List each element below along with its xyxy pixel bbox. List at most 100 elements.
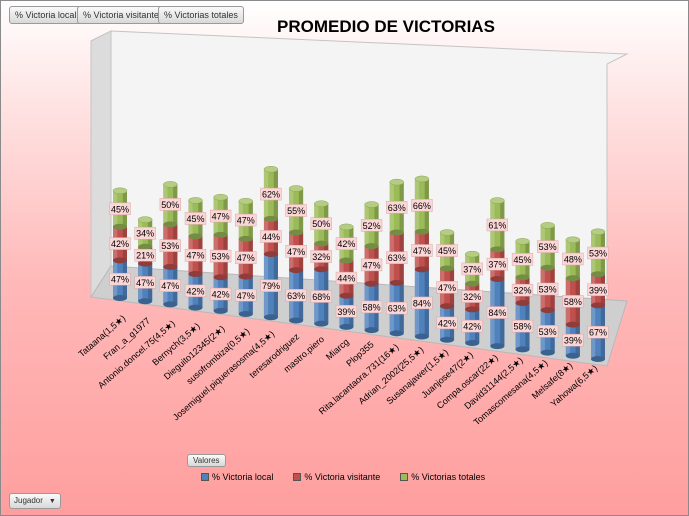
data-label: 47%	[363, 260, 381, 270]
data-label-box	[335, 271, 358, 285]
data-label: 58%	[514, 322, 532, 332]
data-label-box	[411, 296, 433, 310]
data-label-box	[562, 252, 584, 266]
bar-segment-bottom	[188, 304, 203, 311]
data-label: 32%	[463, 292, 481, 302]
data-label: 47%	[161, 281, 179, 291]
data-label: 53%	[539, 242, 557, 252]
category-tick-label: Tataana(1,5★)	[77, 313, 128, 359]
legend-item-local: % Victoria local	[201, 472, 273, 482]
data-label-box	[461, 290, 483, 303]
bar-segment-bottom	[591, 302, 605, 309]
bar-segment-bottom	[364, 243, 379, 250]
data-label: 47%	[287, 247, 305, 257]
data-label-box	[486, 306, 509, 319]
legend-swatch-visitante	[293, 473, 302, 481]
data-label: 34%	[136, 229, 154, 239]
bar-segment-bottom	[113, 223, 127, 230]
data-label-box	[511, 283, 534, 297]
legend-item-totales: % Victorias totales	[400, 472, 485, 482]
data-label-box	[134, 226, 156, 240]
bar-top-cap	[464, 250, 480, 258]
data-label-box	[109, 237, 131, 250]
bar-segment-bottom	[238, 311, 253, 318]
data-label-box	[461, 319, 483, 333]
data-label-box	[587, 283, 609, 297]
data-label: 42%	[186, 286, 204, 296]
data-label-box	[260, 187, 282, 201]
data-label: 45%	[438, 246, 456, 256]
axis-field-button-jugador[interactable]: Jugador ▼	[9, 493, 61, 509]
data-label-box	[285, 204, 307, 217]
bar-top-cap	[263, 166, 279, 173]
bar-segment-bottom	[289, 317, 304, 324]
bar-top-cap	[314, 200, 329, 207]
bar-segment-bottom	[188, 271, 203, 278]
data-label: 42%	[111, 239, 129, 249]
data-label-box	[562, 333, 584, 347]
legend-swatch-local	[201, 473, 209, 481]
data-label-box	[310, 217, 332, 230]
data-label: 44%	[262, 232, 280, 242]
data-label-box	[235, 289, 257, 302]
data-label: 50%	[312, 219, 330, 229]
data-label-box	[109, 272, 131, 286]
dropdown-arrow-icon: ▼	[48, 498, 56, 505]
data-label: 42%	[212, 290, 230, 300]
bar-segment-bottom	[490, 246, 505, 253]
bar-segment-bottom	[591, 356, 605, 362]
data-label: 84%	[413, 298, 431, 308]
bar-top-cap	[112, 187, 128, 195]
values-field-tag[interactable]: Valores	[187, 454, 226, 467]
data-label-box	[209, 209, 232, 223]
data-label-box	[209, 287, 232, 301]
data-label-box	[235, 213, 257, 227]
data-label-box	[335, 305, 358, 318]
data-label-box	[360, 219, 383, 232]
data-label-box	[537, 325, 559, 338]
bar-segment-bottom	[163, 301, 178, 308]
bar-top-cap	[590, 228, 606, 236]
bar-segment-bottom	[465, 339, 480, 346]
data-label-box	[386, 201, 408, 214]
bar-segment-bottom	[465, 306, 480, 313]
data-label-box	[159, 239, 181, 252]
bar-segment-bottom	[138, 298, 153, 305]
legend-label-visitante: % Victoria visitante	[304, 472, 381, 482]
data-label: 47%	[212, 212, 230, 222]
bar-top-cap	[439, 229, 455, 236]
bar-top-cap	[213, 193, 228, 201]
bar-segment-bottom	[540, 264, 555, 271]
data-label-box	[386, 301, 408, 315]
data-label-box	[310, 250, 332, 263]
legend: % Victoria local % Victoria visitante % …	[201, 472, 485, 482]
bar-segment-bottom	[314, 320, 329, 327]
bar-top-cap	[565, 236, 581, 244]
bar-segment-bottom	[138, 260, 153, 267]
bar-segment-bottom	[591, 271, 605, 278]
data-label: 53%	[539, 327, 557, 337]
legend-item-visitante: % Victoria visitante	[293, 472, 380, 482]
data-label: 39%	[589, 285, 607, 295]
bar-segment-bottom	[289, 267, 304, 274]
data-label-box	[537, 282, 559, 296]
data-label-box	[184, 248, 207, 262]
bar-top-cap	[288, 185, 304, 192]
bar-segment-bottom	[565, 321, 580, 328]
bar-segment-bottom	[389, 330, 404, 337]
data-label: 63%	[388, 304, 406, 314]
bar-segment-bottom	[113, 257, 127, 264]
field-button-victorias-totales[interactable]: % Victorias totales	[158, 6, 244, 24]
bar-segment-bottom	[540, 349, 555, 356]
data-label-box	[285, 289, 307, 302]
bar-top-cap	[515, 238, 530, 245]
bar-top-cap	[137, 216, 153, 223]
bar-segment-bottom	[113, 295, 127, 301]
bar-segment-bottom	[339, 257, 354, 264]
bar-top-cap	[364, 201, 379, 208]
bar-top-cap	[389, 178, 404, 186]
data-label-box	[184, 284, 207, 298]
data-label-box	[562, 295, 584, 308]
bar-top-cap	[238, 198, 254, 205]
